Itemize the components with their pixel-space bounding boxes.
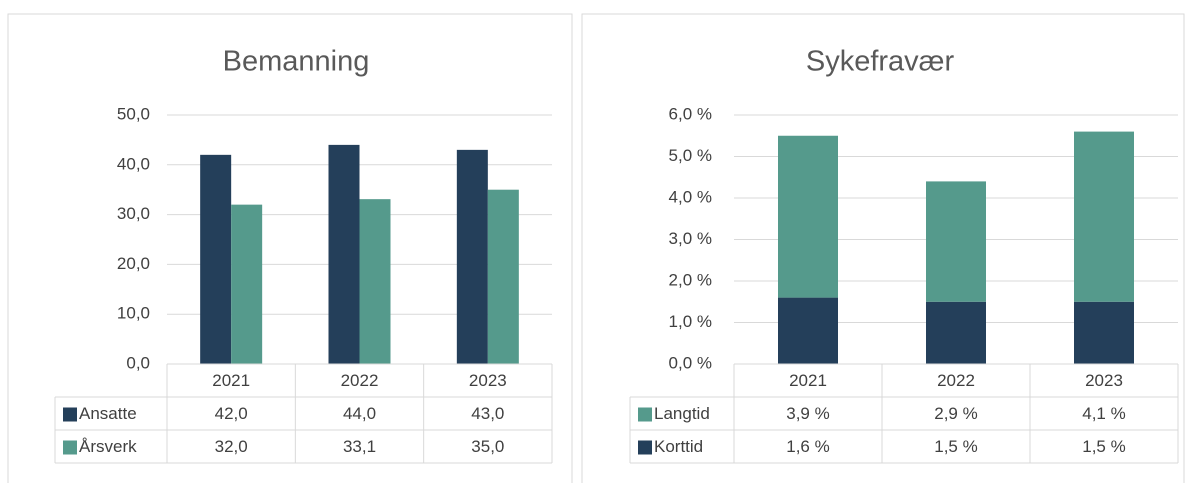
bar [1074,301,1134,364]
y-tick-label: 0,0 [126,353,150,372]
y-tick-label: 30,0 [117,204,150,223]
legend-key [63,440,77,455]
bar [456,149,488,364]
bar [1074,131,1134,302]
table-value: 32,0 [215,437,248,456]
y-tick-label: 6,0 % [669,104,712,123]
y-tick-label: 40,0 [117,154,150,173]
table-value: 1,5 % [934,437,977,456]
table-value: 42,0 [215,404,248,423]
table-value: 44,0 [343,404,376,423]
bar [328,144,360,364]
x-tick-label: 2021 [789,371,827,390]
chart-title: Bemanning [223,46,370,78]
legend-key [63,407,77,422]
table-value: 43,0 [471,404,504,423]
x-tick-label: 2021 [212,371,250,390]
table-value: 33,1 [343,437,376,456]
legend-label: Korttid [654,437,703,456]
x-tick-label: 2023 [469,371,507,390]
legend-key [638,407,652,422]
bar [926,181,986,302]
legend-label: Langtid [654,404,710,423]
legend-label: Årsverk [79,437,137,456]
x-tick-label: 2022 [937,371,975,390]
table-value: 2,9 % [934,404,977,423]
bar [359,199,391,364]
bar [200,154,232,364]
y-tick-label: 5,0 % [669,146,712,165]
legend-label: Ansatte [79,404,137,423]
legend-key [638,440,652,455]
y-tick-label: 2,0 % [669,270,712,289]
table-value: 35,0 [471,437,504,456]
y-tick-label: 20,0 [117,254,150,273]
table-value: 3,9 % [786,404,829,423]
bar [778,297,838,364]
bar [487,189,519,364]
y-tick-label: 0,0 % [669,353,712,372]
bar [231,204,263,364]
bar [778,135,838,298]
table-value: 4,1 % [1082,404,1125,423]
y-tick-label: 10,0 [117,304,150,323]
y-tick-label: 4,0 % [669,187,712,206]
table-value: 1,6 % [786,437,829,456]
x-tick-label: 2023 [1085,371,1123,390]
bar [926,301,986,364]
table-value: 1,5 % [1082,437,1125,456]
chart-title: Sykefravær [806,46,955,78]
y-tick-label: 3,0 % [669,229,712,248]
x-tick-label: 2022 [341,371,379,390]
y-tick-label: 1,0 % [669,312,712,331]
y-tick-label: 50,0 [117,104,150,123]
